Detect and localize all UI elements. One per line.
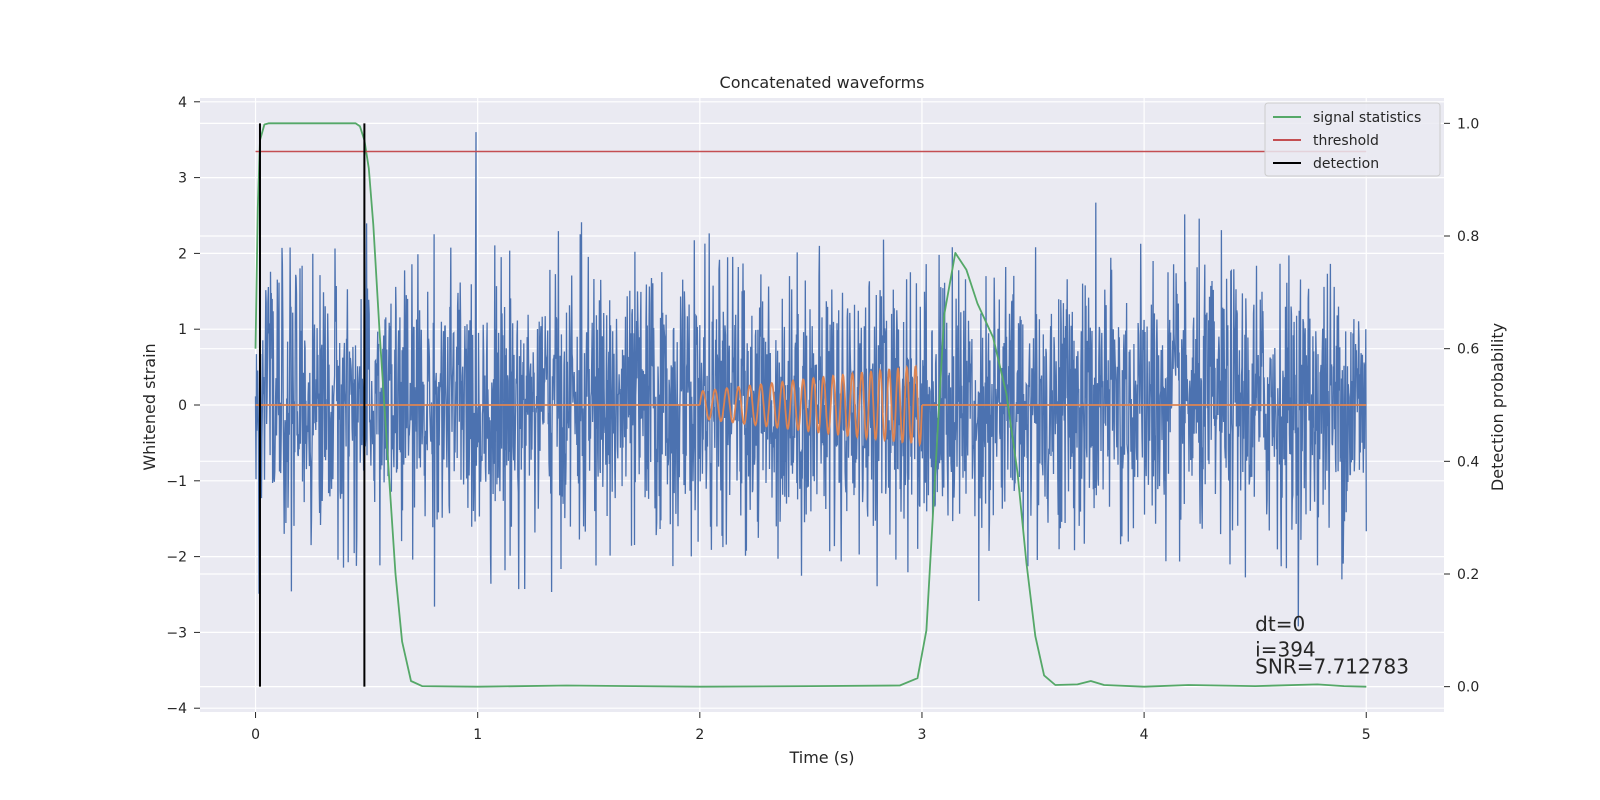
x-tick-label: 1	[473, 727, 482, 743]
y-tick-label: 3	[178, 171, 187, 187]
series-layer	[254, 122, 1367, 688]
annotation-text: i=394	[1255, 638, 1316, 662]
chirp-line	[255, 364, 1367, 448]
right-y-tick-label: 0.0	[1457, 680, 1479, 696]
annotation-text: dt=0	[1255, 612, 1305, 636]
legend-label: signal statistics	[1313, 110, 1421, 126]
x-axis-label: Time (s)	[788, 748, 854, 767]
legend-label: threshold	[1313, 133, 1379, 149]
y-tick-label: −4	[166, 701, 187, 717]
x-tick-label: 2	[695, 727, 704, 743]
right-y-tick-label: 0.8	[1457, 229, 1479, 245]
signal-statistics-line	[254, 122, 1367, 688]
x-tick-label: 0	[251, 727, 260, 743]
legend-box	[1264, 102, 1441, 177]
right-y-tick-label: 0.6	[1457, 342, 1479, 358]
right-y-axis-label: Detection probability	[1488, 323, 1507, 491]
y-tick-label: −3	[166, 625, 187, 641]
chart-title: Concatenated waveforms	[720, 73, 925, 92]
y-tick-label: −2	[166, 550, 187, 566]
right-y-tick-label: 0.4	[1457, 454, 1479, 470]
legend-label: detection	[1313, 156, 1379, 172]
right-y-tick-label: 1.0	[1457, 116, 1479, 132]
annotation-text: SNR=7.712783	[1255, 654, 1409, 678]
x-axis-ticks: 0 1 2 3 4 5	[251, 712, 1371, 743]
y-axis-label: Whitened strain	[140, 343, 159, 470]
x-tick-label: 5	[1362, 727, 1371, 743]
x-tick-label: 3	[918, 727, 927, 743]
right-y-tick-label: 0.2	[1457, 567, 1479, 583]
left-axis-ticks: −4 −3 −2 −1 0 1 2 3 4	[166, 95, 200, 717]
legend: signal statistics threshold detection	[1264, 102, 1441, 177]
y-tick-label: 0	[178, 398, 187, 414]
y-tick-label: −1	[166, 474, 187, 490]
right-axis-ticks: 0.0 0.2 0.4 0.6 0.8 1.0	[1444, 116, 1479, 696]
y-tick-label: 2	[178, 246, 187, 262]
strain-noise-line	[254, 132, 1367, 627]
y-tick-label: 1	[178, 322, 187, 338]
y-tick-label: 4	[178, 95, 187, 111]
x-tick-label: 4	[1140, 727, 1149, 743]
